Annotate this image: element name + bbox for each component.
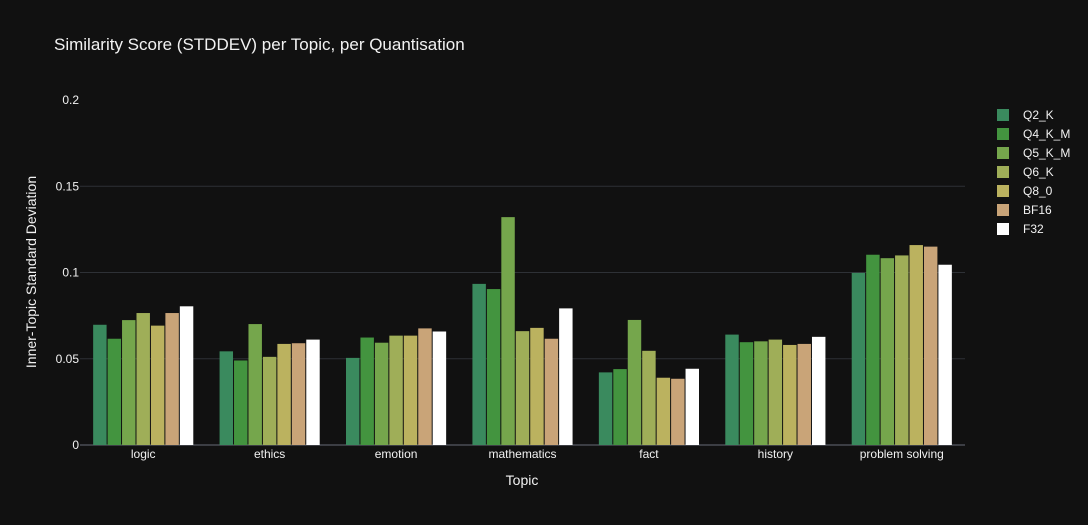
bar-q6_k-history[interactable]	[769, 340, 782, 445]
bar-q6_k-mathematics[interactable]	[516, 331, 529, 445]
bar-f32-emotion[interactable]	[433, 331, 446, 445]
bar-q5_k_m-problem-solving[interactable]	[881, 258, 894, 445]
bar-f32-fact[interactable]	[686, 369, 699, 445]
x-tick-label: logic	[131, 447, 156, 461]
legend-label: Q5_K_M	[1023, 146, 1070, 160]
bar-q6_k-emotion[interactable]	[389, 336, 402, 445]
bar-q8_0-emotion[interactable]	[404, 336, 417, 445]
bar-q5_k_m-logic[interactable]	[122, 320, 135, 445]
bar-q4_k_m-history[interactable]	[740, 342, 753, 445]
bar-bf16-problem-solving[interactable]	[924, 247, 937, 445]
legend-item-q2_k[interactable]: Q2_K	[997, 108, 1054, 122]
x-tick-label: problem solving	[860, 447, 944, 461]
legend-swatch	[997, 166, 1009, 178]
bar-q2_k-emotion[interactable]	[346, 358, 359, 445]
legend-item-bf16[interactable]: BF16	[997, 203, 1052, 217]
bar-q6_k-logic[interactable]	[136, 313, 149, 445]
bar-q5_k_m-emotion[interactable]	[375, 343, 388, 445]
bar-q2_k-ethics[interactable]	[220, 351, 233, 445]
x-tick-label: mathematics	[488, 447, 556, 461]
bar-q8_0-history[interactable]	[783, 345, 796, 445]
y-tick-label: 0	[72, 438, 79, 452]
bar-bf16-fact[interactable]	[671, 379, 684, 445]
bar-q2_k-history[interactable]	[725, 335, 738, 445]
bar-q5_k_m-mathematics[interactable]	[501, 217, 514, 445]
legend-label: Q8_0	[1023, 184, 1053, 198]
legend-item-q6_k[interactable]: Q6_K	[997, 165, 1054, 179]
bar-q6_k-ethics[interactable]	[263, 357, 276, 445]
bar-q8_0-problem-solving[interactable]	[910, 245, 923, 445]
bar-q5_k_m-history[interactable]	[754, 341, 767, 445]
legend-label: Q4_K_M	[1023, 127, 1070, 141]
legend-item-q5_k_m[interactable]: Q5_K_M	[997, 146, 1070, 160]
bar-q2_k-mathematics[interactable]	[472, 284, 485, 445]
bar-q8_0-mathematics[interactable]	[530, 328, 543, 445]
legend-label: Q2_K	[1023, 108, 1054, 122]
bar-q8_0-fact[interactable]	[657, 378, 670, 445]
bars	[93, 217, 952, 445]
legend-swatch	[997, 204, 1009, 216]
y-tick-label: 0.2	[62, 93, 79, 107]
bar-bf16-ethics[interactable]	[292, 343, 305, 445]
bar-q8_0-ethics[interactable]	[277, 344, 290, 445]
x-axis-ticks: logic ethics emotion mathematics fact history…	[131, 447, 944, 461]
x-tick-label: history	[758, 447, 793, 461]
bar-f32-logic[interactable]	[180, 306, 193, 445]
bar-bf16-emotion[interactable]	[418, 328, 431, 445]
bar-f32-ethics[interactable]	[306, 340, 319, 445]
legend-item-f32[interactable]: F32	[997, 222, 1044, 236]
legend-swatch	[997, 223, 1009, 235]
bar-q4_k_m-emotion[interactable]	[360, 338, 373, 445]
bar-q4_k_m-fact[interactable]	[613, 369, 626, 445]
legend-item-q4_k_m[interactable]: Q4_K_M	[997, 127, 1070, 141]
bar-q4_k_m-ethics[interactable]	[234, 360, 247, 445]
y-axis-ticks: 0 0.05 0.1 0.15 0.2	[56, 93, 80, 452]
legend[interactable]: Q2_K Q4_K_M Q5_K_M Q6_K Q8_0 BF16 F32	[997, 108, 1070, 236]
bar-f32-history[interactable]	[812, 337, 825, 445]
chart-title: Similarity Score (STDDEV) per Topic, per…	[54, 35, 465, 54]
legend-label: Q6_K	[1023, 165, 1054, 179]
bar-q2_k-problem-solving[interactable]	[852, 273, 865, 445]
legend-swatch	[997, 128, 1009, 140]
y-tick-label: 0.15	[56, 179, 80, 193]
bar-f32-mathematics[interactable]	[559, 308, 572, 445]
x-tick-label: fact	[639, 447, 659, 461]
legend-item-q8_0[interactable]: Q8_0	[997, 184, 1053, 198]
x-axis-title: Topic	[506, 472, 539, 488]
y-axis-title: Inner-Topic Standard Deviation	[23, 176, 39, 368]
bar-q4_k_m-logic[interactable]	[108, 339, 121, 445]
bar-q6_k-fact[interactable]	[642, 351, 655, 445]
legend-label: BF16	[1023, 203, 1052, 217]
legend-swatch	[997, 147, 1009, 159]
y-tick-label: 0.1	[62, 266, 79, 280]
bar-q8_0-logic[interactable]	[151, 326, 164, 445]
bar-q5_k_m-fact[interactable]	[628, 320, 641, 445]
x-tick-label: ethics	[254, 447, 285, 461]
bar-q4_k_m-mathematics[interactable]	[487, 289, 500, 445]
bar-q6_k-problem-solving[interactable]	[895, 255, 908, 445]
legend-label: F32	[1023, 222, 1044, 236]
bar-q4_k_m-problem-solving[interactable]	[866, 255, 879, 445]
bar-bf16-history[interactable]	[798, 344, 811, 445]
bar-f32-problem-solving[interactable]	[938, 265, 951, 445]
bar-q2_k-fact[interactable]	[599, 372, 612, 445]
legend-swatch	[997, 185, 1009, 197]
y-tick-label: 0.05	[56, 352, 80, 366]
bar-bf16-mathematics[interactable]	[545, 339, 558, 445]
bar-q2_k-logic[interactable]	[93, 325, 106, 445]
legend-swatch	[997, 109, 1009, 121]
x-tick-label: emotion	[375, 447, 418, 461]
bar-bf16-logic[interactable]	[165, 313, 178, 445]
bar-q5_k_m-ethics[interactable]	[248, 324, 261, 445]
